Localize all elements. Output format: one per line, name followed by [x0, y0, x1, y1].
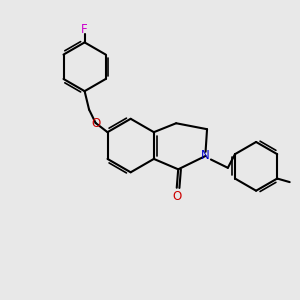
Text: N: N: [201, 149, 210, 162]
Text: O: O: [92, 117, 101, 130]
Text: O: O: [172, 190, 182, 202]
Text: F: F: [81, 23, 88, 36]
